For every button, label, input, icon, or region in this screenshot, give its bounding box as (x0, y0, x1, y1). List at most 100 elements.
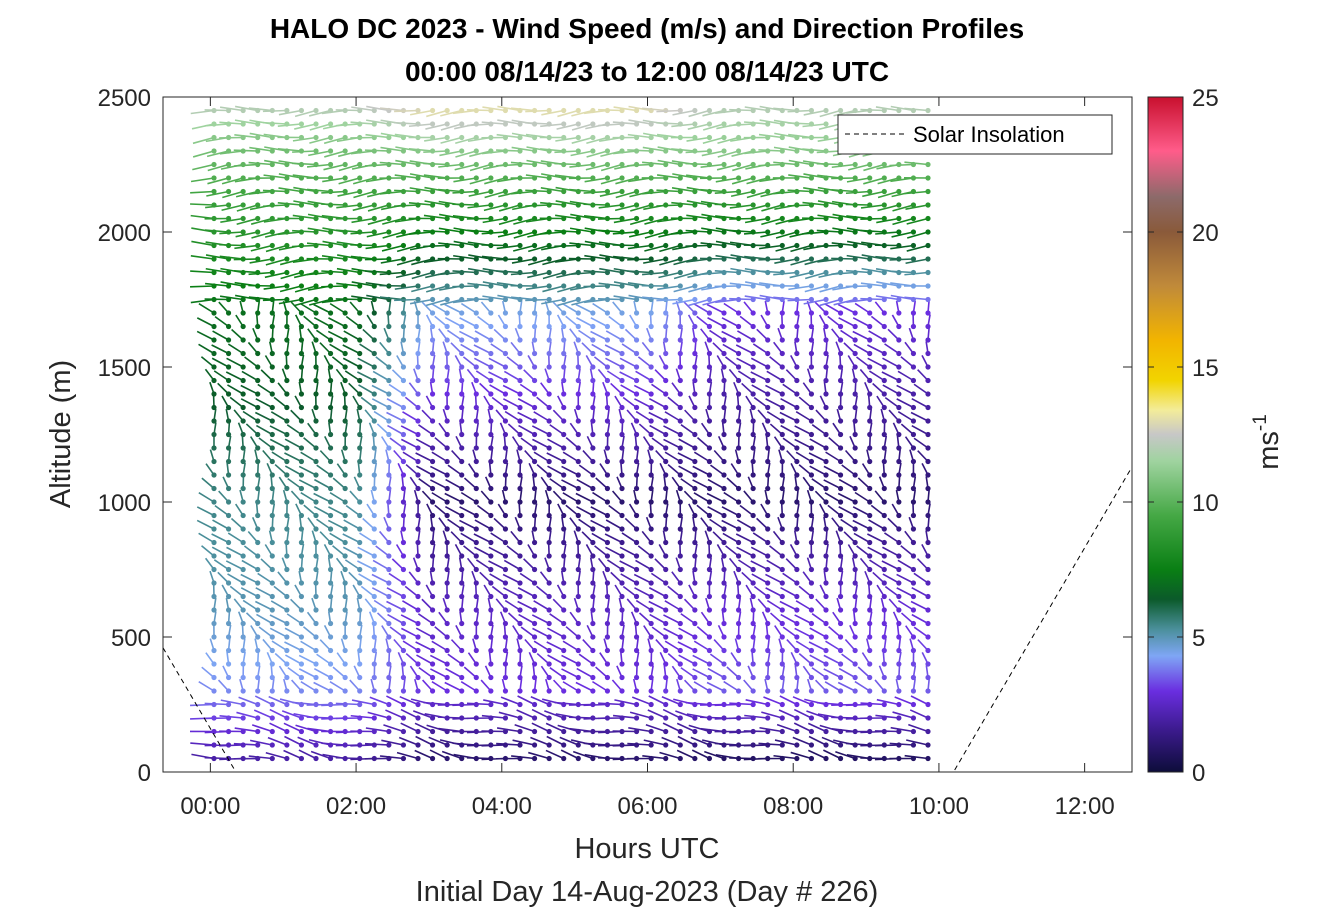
wind-barb (335, 557, 348, 573)
wind-barb (284, 452, 305, 465)
wind-barb (300, 681, 319, 694)
wind-barb (336, 282, 363, 289)
wind-barb (284, 503, 290, 519)
wind-barb (247, 341, 261, 357)
wind-barb (284, 314, 290, 330)
x-axis-sublabel: Initial Day 14-Aug-2023 (Day # 226) (416, 876, 879, 908)
wind-barb (313, 354, 319, 370)
wind-barb (298, 381, 305, 397)
wind-barb (226, 357, 246, 370)
wind-barb (373, 599, 392, 613)
wind-barb (201, 545, 217, 559)
wind-barb (386, 398, 407, 411)
wind-barb (413, 368, 421, 384)
wind-barb (192, 161, 217, 171)
y-axis-label: Altitude (m) (45, 360, 77, 508)
wind-barb (379, 161, 407, 168)
wind-barb (222, 476, 232, 492)
wind-barb (248, 755, 275, 762)
wind-barb (380, 146, 407, 154)
wind-barb (198, 302, 217, 316)
wind-barb (375, 356, 392, 370)
wind-barb (400, 708, 421, 721)
wind-barb (298, 516, 305, 532)
wind-barb (373, 410, 392, 424)
legend-label: Solar Insolation (913, 122, 1065, 147)
wind-barb (241, 559, 261, 573)
wind-barb (278, 665, 290, 681)
wind-barb (221, 584, 232, 600)
wind-barb (327, 570, 334, 586)
wind-barb (367, 202, 392, 212)
wind-barb (271, 640, 290, 654)
wind-barb (351, 215, 377, 224)
wind-barb (234, 727, 261, 735)
wind-barb (311, 530, 319, 546)
wind-barb (400, 438, 421, 451)
wind-barb (240, 476, 246, 492)
wind-barb (342, 624, 348, 640)
wind-barb (357, 449, 363, 465)
wind-barb (415, 341, 421, 357)
wind-barb (359, 343, 377, 357)
wind-barb (262, 296, 290, 303)
wind-barb (385, 709, 407, 721)
wind-barb (371, 476, 377, 492)
wind-barb (313, 368, 319, 384)
wind-barb (342, 611, 348, 627)
wind-barb (412, 557, 421, 573)
wind-barb (307, 227, 334, 235)
wind-barb (327, 395, 334, 411)
wind-barb (350, 121, 377, 127)
wind-barb (255, 587, 275, 600)
wind-barb (311, 597, 319, 613)
wind-barb (313, 395, 319, 411)
wind-barb (329, 343, 348, 357)
wind-barb (348, 382, 363, 397)
wind-barb (283, 722, 305, 735)
wind-barb (307, 422, 319, 438)
wind-barb (230, 517, 246, 532)
wind-barb (352, 395, 363, 411)
wind-barb (221, 395, 232, 411)
wind-barb (257, 572, 275, 586)
wind-barb (211, 422, 217, 438)
wind-barb (415, 516, 421, 532)
wind-barb (264, 269, 290, 279)
wind-barb (255, 651, 261, 667)
wind-barb (225, 435, 232, 451)
wind-barb (321, 188, 348, 195)
wind-barb (287, 477, 305, 492)
wind-barb (225, 624, 232, 640)
wind-barb (302, 626, 319, 640)
wind-barb (327, 422, 334, 438)
wind-barb (362, 328, 377, 343)
wind-barb (270, 411, 290, 424)
wind-barb (217, 382, 232, 397)
colorbar: 0 5 10 15 20 25 ms-1 (1147, 85, 1285, 787)
wind-barb (404, 396, 421, 411)
wind-barb (249, 739, 275, 748)
wind-barb (313, 584, 319, 600)
wind-barb (242, 599, 261, 613)
wind-barb (367, 711, 392, 721)
wind-barb (395, 544, 407, 559)
wind-barb (225, 371, 246, 384)
wind-barb (294, 121, 319, 130)
wind-barb (239, 489, 246, 505)
wind-barb (371, 384, 392, 397)
colorbar-tick-label: 5 (1192, 625, 1205, 652)
wind-barb (356, 408, 363, 424)
wind-barb (397, 651, 407, 667)
wind-barb (343, 330, 363, 343)
wind-barb (316, 518, 334, 532)
wind-barb (324, 435, 334, 451)
wind-barb (343, 519, 363, 532)
wind-barb (278, 187, 305, 195)
wind-barb (249, 436, 261, 451)
wind-barb (254, 600, 275, 613)
wind-barb (378, 530, 392, 546)
wind-barb (233, 256, 261, 262)
wind-barb (350, 229, 377, 235)
wind-barb (267, 736, 290, 748)
